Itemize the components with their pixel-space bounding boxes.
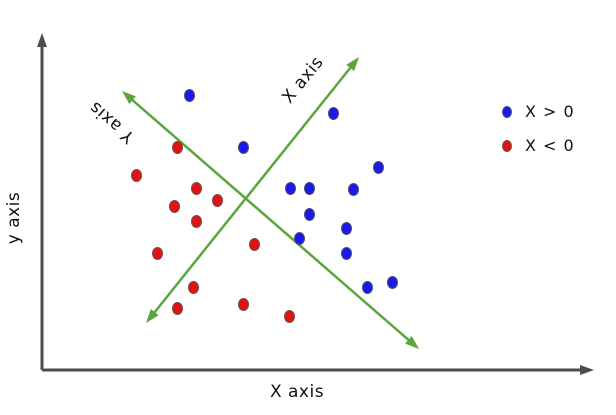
data-point [211, 193, 223, 207]
legend-label-x-lt-0: X < 0 [525, 136, 575, 155]
data-point [171, 301, 183, 315]
data-point [293, 231, 305, 245]
data-point [130, 168, 142, 182]
data-point [190, 214, 202, 228]
data-point [327, 106, 339, 120]
data-point [237, 297, 249, 311]
x-axis-label: X axis [269, 382, 325, 402]
legend-item-x-gt-0: X > 0 [502, 100, 575, 123]
data-point [237, 140, 249, 154]
data-point [151, 246, 163, 260]
data-point [187, 280, 199, 294]
data-point [303, 207, 315, 221]
data-point [361, 280, 373, 294]
data-point [168, 199, 180, 213]
legend-marker-red-icon [502, 139, 512, 152]
legend: X > 0 X < 0 [502, 100, 575, 157]
data-point [340, 246, 352, 260]
y-axis-label: y axis [4, 191, 24, 245]
data-point [284, 181, 296, 195]
data-point [190, 181, 202, 195]
data-point [386, 275, 398, 289]
data-point [283, 309, 295, 323]
data-point [372, 160, 384, 174]
data-point [183, 88, 195, 102]
data-point [303, 181, 315, 195]
data-point [340, 221, 352, 235]
legend-label-x-gt-0: X > 0 [525, 102, 575, 121]
legend-item-x-lt-0: X < 0 [502, 134, 575, 157]
data-point [171, 140, 183, 154]
legend-marker-blue-icon [502, 105, 512, 118]
data-point [248, 237, 260, 251]
data-point [347, 182, 359, 196]
